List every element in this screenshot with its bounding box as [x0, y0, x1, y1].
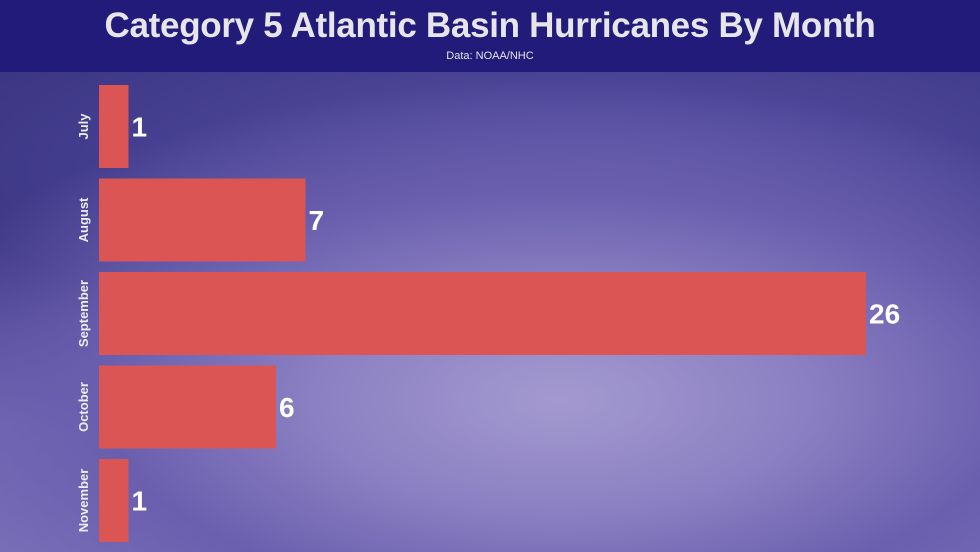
bar-july	[99, 85, 129, 168]
category-label: November	[76, 469, 91, 533]
bar-november	[99, 459, 129, 542]
chart-header: Category 5 Atlantic Basin Hurricanes By …	[0, 0, 980, 72]
chart-subtitle: Data: NOAA/NHC	[446, 50, 534, 62]
value-label: 1	[132, 112, 148, 143]
category-label: August	[76, 197, 91, 242]
category-label: October	[76, 382, 91, 432]
value-label: 6	[279, 392, 295, 423]
bar-october	[99, 365, 276, 449]
value-label: 7	[309, 205, 325, 236]
category-label: July	[76, 113, 91, 140]
bar-august	[99, 178, 306, 262]
value-label: 26	[869, 299, 900, 330]
category-label: September	[76, 280, 91, 347]
bar-september	[99, 272, 866, 355]
value-label: 1	[132, 486, 148, 517]
chart-title: Category 5 Atlantic Basin Hurricanes By …	[104, 6, 876, 45]
